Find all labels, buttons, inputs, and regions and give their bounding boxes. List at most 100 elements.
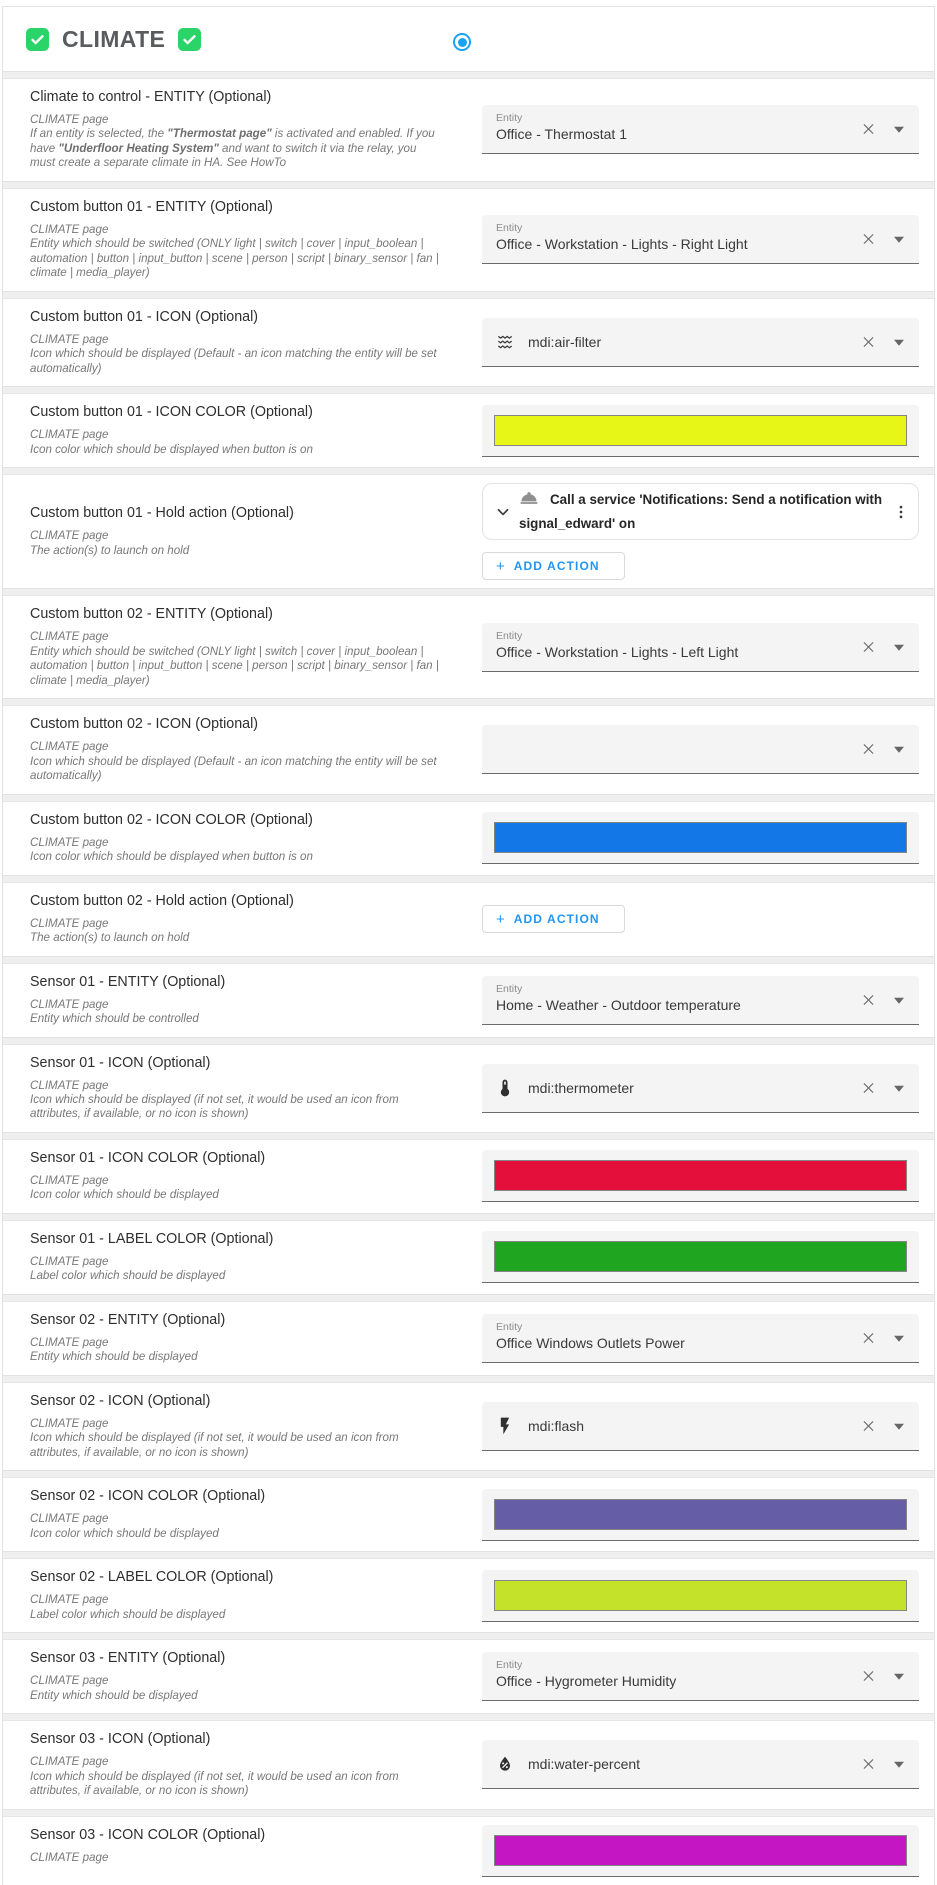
row-page: CLIMATE page bbox=[30, 428, 109, 442]
color-swatch[interactable] bbox=[494, 1498, 907, 1530]
config-row: Custom button 02 - ENTITY (Optional) CLIM… bbox=[3, 596, 934, 699]
dropdown-caret-icon[interactable] bbox=[894, 1423, 904, 1430]
config-row: Custom button 01 - Hold action (Optional… bbox=[3, 475, 934, 589]
row-page: CLIMATE page bbox=[30, 1254, 109, 1268]
action-area: Call a service 'Notifications: Send a no… bbox=[482, 483, 919, 581]
icon-select[interactable]: mdi:air-filter bbox=[482, 318, 919, 368]
row-description: CLIMATE page The action(s) to launch on h… bbox=[30, 529, 441, 558]
icon-select[interactable] bbox=[482, 725, 919, 775]
action-card[interactable]: Call a service 'Notifications: Send a no… bbox=[482, 483, 919, 541]
config-row: Sensor 01 - ENTITY (Optional) CLIMATE pag… bbox=[3, 963, 934, 1037]
config-row: Sensor 01 - ICON (Optional) CLIMATE page I… bbox=[3, 1044, 934, 1132]
row-description: CLIMATE page Entity which should be contr… bbox=[30, 998, 441, 1027]
color-swatch[interactable] bbox=[494, 822, 907, 854]
row-divider bbox=[3, 1808, 934, 1817]
entity-field-label: Entity bbox=[496, 1659, 523, 1672]
chevron-down-icon[interactable] bbox=[493, 502, 513, 522]
color-swatch[interactable] bbox=[494, 1160, 907, 1192]
add-action-button[interactable]: + ADD ACTION bbox=[482, 905, 625, 934]
entity-value: Office Windows Outlets Power bbox=[496, 1334, 685, 1351]
color-swatch[interactable] bbox=[494, 1241, 907, 1273]
row-label: Climate to control - ENTITY (Optional) bbox=[30, 89, 272, 105]
icon-select[interactable]: mdi:flash bbox=[482, 1402, 919, 1452]
row-description: CLIMATE page Label color which should be … bbox=[30, 1593, 441, 1622]
row-label: Sensor 03 - ENTITY (Optional) bbox=[30, 1650, 226, 1667]
entity-select[interactable]: Entity Office Windows Outlets Power bbox=[482, 1313, 919, 1363]
icon-value: mdi:thermometer bbox=[528, 1079, 634, 1096]
config-row: Custom button 02 - ICON COLOR (Optional)… bbox=[3, 801, 934, 875]
dropdown-caret-icon[interactable] bbox=[894, 127, 904, 134]
row-page: CLIMATE page bbox=[30, 1674, 109, 1688]
row-description: CLIMATE page Icon color which should be d… bbox=[30, 836, 441, 865]
entity-value: Office - Hygrometer Humidity bbox=[496, 1673, 677, 1690]
row-label: Sensor 01 - ICON (Optional) bbox=[30, 1054, 211, 1071]
water-percent-icon bbox=[495, 1754, 515, 1774]
row-page: CLIMATE page bbox=[30, 222, 109, 236]
row-label: Custom button 02 - ENTITY (Optional) bbox=[30, 606, 273, 623]
clear-icon[interactable] bbox=[860, 334, 877, 351]
dropdown-caret-icon[interactable] bbox=[894, 1335, 904, 1342]
clear-icon[interactable] bbox=[860, 1329, 877, 1346]
row-description: CLIMATE page Icon color which should be d… bbox=[30, 1512, 441, 1541]
dropdown-caret-icon[interactable] bbox=[894, 644, 904, 651]
dropdown-caret-icon[interactable] bbox=[894, 997, 904, 1004]
radio-selected-icon[interactable] bbox=[453, 33, 471, 51]
checkbox-marked-icon[interactable] bbox=[26, 27, 49, 51]
clear-icon[interactable] bbox=[860, 1756, 877, 1773]
entity-select[interactable]: Entity Office - Thermostat 1 bbox=[482, 105, 919, 155]
config-rows: Climate to control - ENTITY (Optional) CL… bbox=[3, 71, 934, 1885]
clear-icon[interactable] bbox=[860, 1668, 877, 1685]
row-divider bbox=[3, 71, 934, 79]
blueprint-config-page: CLIMATE Climate to control - ENTITY (Opt… bbox=[2, 6, 935, 1885]
plus-icon: + bbox=[496, 910, 505, 928]
add-action-button[interactable]: + ADD ACTION bbox=[482, 552, 625, 581]
row-description: CLIMATE page bbox=[30, 1851, 441, 1865]
color-input[interactable] bbox=[482, 1488, 919, 1541]
row-label: Custom button 01 - Hold action (Optional… bbox=[30, 505, 294, 522]
dropdown-caret-icon[interactable] bbox=[894, 237, 904, 244]
row-divider bbox=[3, 1713, 934, 1722]
entity-select[interactable]: Entity Office - Hygrometer Humidity bbox=[482, 1652, 919, 1702]
icon-value: mdi:air-filter bbox=[528, 334, 602, 351]
more-options-icon[interactable] bbox=[892, 501, 910, 523]
dropdown-caret-icon[interactable] bbox=[894, 339, 904, 346]
entity-select[interactable]: Entity Office - Workstation - Lights - Ri… bbox=[482, 215, 919, 265]
entity-select[interactable]: Entity Office - Workstation - Lights - Le… bbox=[482, 622, 919, 672]
entity-select[interactable]: Entity Home - Weather - Outdoor temperatu… bbox=[482, 975, 919, 1025]
color-input[interactable] bbox=[482, 1231, 919, 1284]
color-swatch[interactable] bbox=[494, 1834, 907, 1866]
clear-icon[interactable] bbox=[860, 1418, 877, 1435]
color-input[interactable] bbox=[482, 404, 919, 457]
row-description: CLIMATE page Label color which should be … bbox=[30, 1255, 441, 1284]
dropdown-caret-icon[interactable] bbox=[894, 747, 904, 754]
row-description: CLIMATE page Icon which should be display… bbox=[30, 1417, 441, 1460]
clear-icon[interactable] bbox=[860, 121, 877, 138]
row-description: CLIMATE page Entity which should be switc… bbox=[30, 223, 441, 281]
row-divider bbox=[3, 1632, 934, 1641]
checkbox-marked-icon[interactable] bbox=[178, 27, 202, 51]
color-input[interactable] bbox=[482, 1569, 919, 1622]
icon-select[interactable]: mdi:water-percent bbox=[482, 1740, 919, 1790]
row-description: CLIMATE page Icon which should be display… bbox=[30, 1755, 441, 1798]
color-swatch[interactable] bbox=[494, 414, 907, 446]
row-divider bbox=[3, 1131, 934, 1140]
action-summary: Call a service 'Notifications: Send a no… bbox=[513, 488, 892, 535]
row-page: CLIMATE page bbox=[30, 1335, 109, 1349]
color-swatch[interactable] bbox=[494, 1579, 907, 1611]
entity-value: Home - Weather - Outdoor temperature bbox=[496, 996, 741, 1013]
dropdown-caret-icon[interactable] bbox=[894, 1085, 904, 1092]
row-label: Custom button 02 - ICON COLOR (Optional) bbox=[30, 811, 313, 828]
icon-select[interactable]: mdi:thermometer bbox=[482, 1063, 919, 1113]
clear-icon[interactable] bbox=[860, 231, 877, 248]
clear-icon[interactable] bbox=[860, 638, 877, 655]
color-input[interactable] bbox=[482, 1824, 919, 1877]
dropdown-caret-icon[interactable] bbox=[894, 1673, 904, 1680]
row-page: CLIMATE page bbox=[30, 529, 109, 543]
clear-icon[interactable] bbox=[860, 991, 877, 1008]
clear-icon[interactable] bbox=[860, 1079, 877, 1096]
color-input[interactable] bbox=[482, 812, 919, 865]
dropdown-caret-icon[interactable] bbox=[894, 1762, 904, 1769]
row-divider bbox=[3, 467, 934, 476]
color-input[interactable] bbox=[482, 1150, 919, 1203]
clear-icon[interactable] bbox=[860, 741, 877, 758]
